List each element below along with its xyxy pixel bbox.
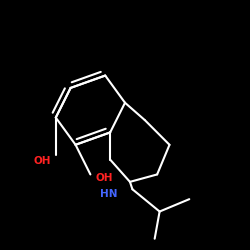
Text: HN: HN xyxy=(100,189,117,199)
Text: OH: OH xyxy=(95,173,113,183)
Text: OH: OH xyxy=(33,156,51,166)
